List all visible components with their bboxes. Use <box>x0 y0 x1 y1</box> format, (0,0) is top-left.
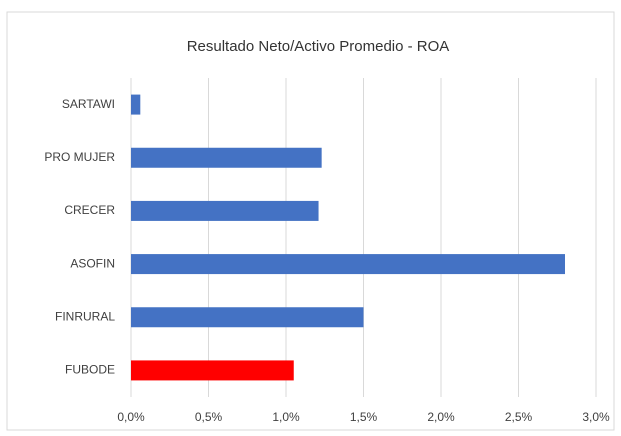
y-tick-label: FUBODE <box>65 363 115 377</box>
bar <box>131 147 322 168</box>
bar <box>131 360 294 381</box>
y-tick-label: FINRURAL <box>55 309 115 323</box>
y-tick-label: CRECER <box>64 203 115 217</box>
x-tick-label: 1,5% <box>350 410 378 424</box>
bar <box>131 200 319 221</box>
y-tick-label: PRO MUJER <box>44 150 115 164</box>
chart-frame <box>6 11 615 431</box>
x-tick-label: 2,0% <box>427 410 455 424</box>
y-tick-label: ASOFIN <box>70 256 115 270</box>
y-tick-label: SARTAWI <box>62 97 115 111</box>
x-tick-label: 0,5% <box>195 410 223 424</box>
x-tick-label: 0,0% <box>117 410 145 424</box>
x-tick-label: 2,5% <box>505 410 533 424</box>
chart-title: Resultado Neto/Activo Promedio - ROA <box>187 38 450 55</box>
x-tick-label: 1,0% <box>272 410 300 424</box>
bar <box>131 254 565 275</box>
x-tick-label: 3,0% <box>582 410 610 424</box>
bar <box>131 307 364 328</box>
bar <box>131 94 141 115</box>
